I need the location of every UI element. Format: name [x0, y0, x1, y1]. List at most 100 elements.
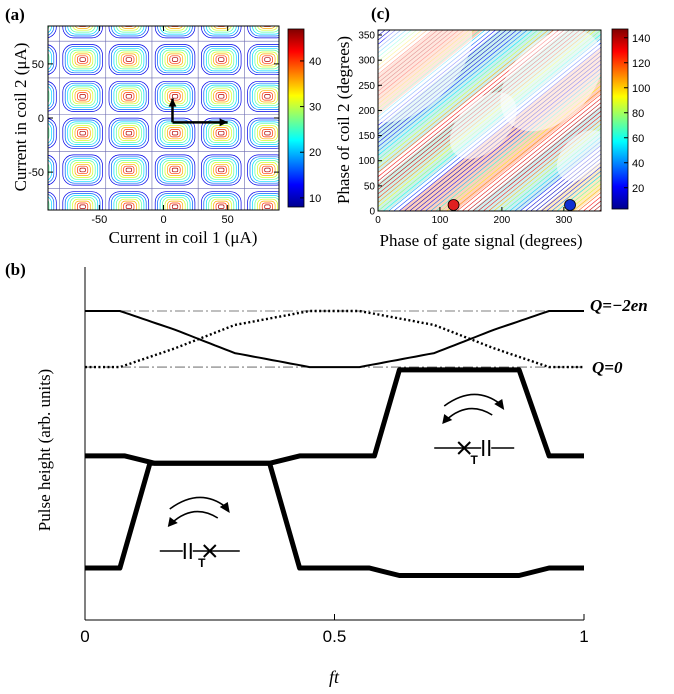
- contour-line: [48, 81, 57, 112]
- contour-line: [31, 129, 41, 137]
- contour-line: [215, 129, 227, 138]
- contour-line: [0, 48, 5, 71]
- contour-line: [593, 204, 601, 211]
- contour-line: [0, 197, 3, 216]
- contour-line: [461, 97, 601, 211]
- contour-line: [561, 179, 601, 211]
- contour-line: [157, 156, 193, 184]
- contour-line: [247, 191, 279, 210]
- contour-line: [108, 154, 150, 186]
- circuit-symbol: T: [159, 496, 240, 570]
- contour-line: [257, 162, 278, 178]
- panel-a-colorbar-ticks: 40 30 20 10: [300, 56, 321, 205]
- series-thick-2: [85, 367, 584, 466]
- contour-line: [62, 26, 103, 39]
- contour-line: [247, 44, 279, 76]
- contour-line: [247, 26, 279, 39]
- contour-line: [115, 26, 142, 33]
- contour-line: [210, 162, 232, 178]
- contour-line: [577, 192, 601, 211]
- colorbar-tick-label: 80: [632, 108, 644, 120]
- contour-line: [247, 117, 279, 149]
- contour-line: [162, 123, 188, 143]
- contour-line: [113, 47, 145, 72]
- contour-line: [157, 26, 193, 37]
- contour-line: [0, 120, 8, 146]
- series-thick-3: [85, 460, 584, 578]
- contour-line: [109, 0, 149, 1]
- contour-line: [205, 26, 237, 35]
- contour-line: [259, 53, 276, 66]
- panel-a-contours: [0, 0, 334, 222]
- contour-line: [115, 86, 142, 107]
- contour-line: [123, 92, 135, 101]
- contour-line: [171, 167, 179, 173]
- capacitor-gap: [182, 542, 193, 560]
- contour-line: [0, 159, 5, 182]
- marker-red: [447, 199, 460, 211]
- contour-line: [308, 93, 318, 101]
- contour-line: [118, 125, 140, 141]
- contour-line: [215, 92, 227, 101]
- contour-line: [34, 95, 40, 99]
- contour-line: [67, 121, 99, 145]
- contour-line: [264, 57, 271, 62]
- contour-line: [111, 193, 147, 210]
- contour-line: [0, 45, 10, 75]
- panel-a-arrows: [168, 98, 228, 127]
- contour-line: [159, 26, 191, 35]
- contour-line: [205, 84, 237, 109]
- y-tick-label: 150: [358, 131, 375, 142]
- contour-line: [164, 125, 186, 141]
- contour-line: [567, 183, 601, 211]
- contour-line: [171, 204, 179, 209]
- y-tick-label: 50: [32, 59, 44, 71]
- contour-line: [64, 156, 101, 184]
- contour-line: [308, 19, 318, 27]
- x-tick-label: 0: [80, 627, 89, 646]
- contour-line: [218, 130, 225, 136]
- contour-low-region: [449, 92, 517, 159]
- contour-line: [157, 46, 193, 74]
- contour-line: [456, 93, 601, 211]
- contour-line: [248, 0, 288, 1]
- panel-c: (c) 0 100 200 300 350 300 250 200 150 100 50 0 Phas…: [334, 4, 650, 250]
- contour-line: [108, 117, 150, 149]
- contour-line: [261, 202, 273, 210]
- contour-line: [215, 165, 227, 175]
- contour-line: [0, 85, 5, 108]
- contour-line: [69, 123, 96, 143]
- contour-line: [162, 196, 188, 210]
- series-thin-solid-0: [85, 310, 584, 369]
- contour-line: [215, 55, 227, 64]
- contour-line: [294, 0, 334, 1]
- curved-arrow-head: [167, 517, 178, 527]
- contour-line: [72, 162, 94, 178]
- contour-line: [118, 162, 140, 178]
- panel-b: (b) 0 0.5 1 TT Q=−2en Q=0 Pulse height (ar…: [5, 260, 648, 687]
- contour-line: [29, 17, 44, 28]
- contour-line: [159, 47, 191, 72]
- x-tick-label: 0: [375, 215, 381, 226]
- contour-line: [169, 165, 181, 175]
- contour-line: [79, 130, 86, 136]
- marker-blue: [564, 199, 576, 211]
- contour-line: [0, 161, 3, 180]
- contour-line: [467, 102, 601, 211]
- panel-b-series: [85, 309, 584, 578]
- contour-line: [472, 106, 601, 211]
- contour-line: [171, 94, 179, 99]
- contour-line: [77, 92, 89, 101]
- contour-line: [77, 165, 89, 175]
- contour-line: [162, 49, 188, 70]
- contour-line: [378, 30, 555, 173]
- contour-line: [259, 163, 276, 176]
- contour-line: [108, 26, 150, 39]
- contour-line: [378, 30, 565, 182]
- contour-line: [254, 160, 279, 180]
- contour-line: [157, 193, 193, 210]
- colorbar-tick-label: 10: [309, 193, 321, 205]
- contour-line: [252, 121, 279, 145]
- contour-line: [108, 44, 150, 76]
- contour-line: [0, 192, 10, 222]
